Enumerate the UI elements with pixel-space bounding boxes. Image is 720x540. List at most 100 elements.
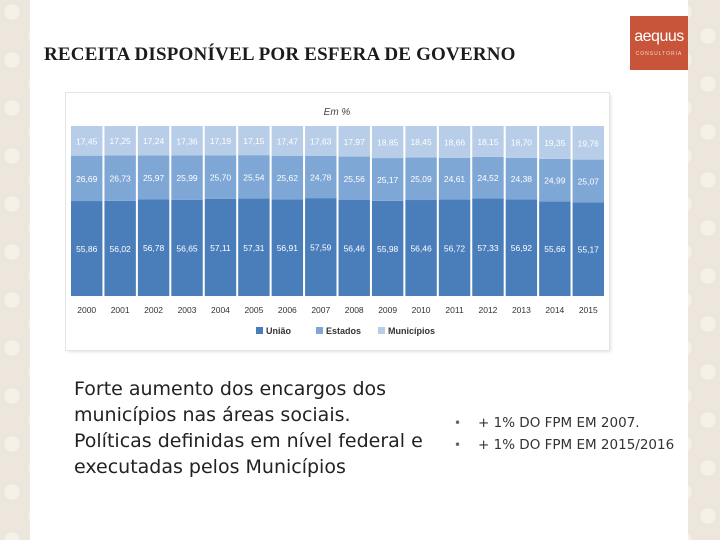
data-label: 17,36 xyxy=(176,136,198,146)
data-label: 24,99 xyxy=(544,176,566,186)
data-label: 55,17 xyxy=(578,245,600,255)
bar-união xyxy=(305,198,337,296)
bar-estados xyxy=(305,155,337,199)
x-tick-label: 2015 xyxy=(579,305,598,315)
bar-união xyxy=(204,198,237,296)
bar-municípios xyxy=(204,126,237,156)
bullet-item: • + 1% DO FPM EM 2007. xyxy=(454,412,694,434)
bar-estados xyxy=(505,157,538,200)
data-label: 56,72 xyxy=(444,243,466,253)
data-label: 57,59 xyxy=(310,243,332,253)
slide-title: RECEITA DISPONÍVEL POR ESFERA DE GOVERNO xyxy=(44,44,516,65)
data-label: 56,46 xyxy=(344,244,366,254)
bar-municípios xyxy=(371,126,404,159)
legend-swatch xyxy=(256,327,263,334)
stacked-bar-chart: Em % 55,86 26,69 17,45 56,02 26,73 17,25 56,78… xyxy=(71,107,604,336)
bar-união xyxy=(539,201,571,296)
bar-união xyxy=(472,198,504,296)
legend-label: Estados xyxy=(326,326,361,336)
bar-união xyxy=(371,200,404,296)
data-label: 25,07 xyxy=(578,176,600,186)
data-label: 25,17 xyxy=(377,175,399,185)
data-label: 19,35 xyxy=(544,138,566,148)
x-tick-label: 2007 xyxy=(311,305,330,315)
data-label: 24,38 xyxy=(511,174,533,184)
bar-municípios xyxy=(572,126,604,160)
logo-subtext: CONSULTORIA xyxy=(635,51,683,57)
bar-estados xyxy=(338,156,370,201)
data-label: 26,69 xyxy=(76,174,98,184)
x-tick-label: 2010 xyxy=(412,305,431,315)
bar-municípios xyxy=(238,126,270,156)
bar-municípios xyxy=(539,126,571,159)
data-label: 25,97 xyxy=(143,173,165,183)
chart-subtitle: Em % xyxy=(324,107,351,118)
data-label: 25,56 xyxy=(344,174,366,184)
data-label: 17,47 xyxy=(277,136,299,146)
x-tick-label: 2009 xyxy=(378,305,397,315)
x-tick-label: 2006 xyxy=(278,305,297,315)
x-ticks-group: 2000 2001 2002 2003 2004 2005 2006 2007 2008 2009… xyxy=(77,305,598,315)
x-tick-label: 2014 xyxy=(545,305,564,315)
data-label: 18,85 xyxy=(377,138,399,148)
bar-estados xyxy=(238,155,270,199)
x-tick-label: 2012 xyxy=(479,305,498,315)
data-label: 18,70 xyxy=(511,137,533,147)
bar-união xyxy=(572,202,604,296)
data-label: 57,11 xyxy=(210,243,231,253)
bar-municípios xyxy=(472,126,504,157)
bar-união xyxy=(271,199,304,296)
data-label: 17,24 xyxy=(143,136,165,146)
bullet-item: • + 1% DO FPM EM 2015/2016 xyxy=(454,434,694,456)
bar-municípios xyxy=(505,126,538,158)
bar-estados xyxy=(438,157,471,200)
bar-união xyxy=(405,200,437,296)
data-label: 17,19 xyxy=(210,136,232,146)
bar-municípios xyxy=(405,126,437,158)
data-label: 17,45 xyxy=(76,136,98,146)
bullet-icon: • xyxy=(454,416,462,430)
data-label: 19,76 xyxy=(578,138,600,148)
chart-container: Em % 55,86 26,69 17,45 56,02 26,73 17,25 56,78… xyxy=(66,93,609,350)
bar-municípios xyxy=(171,126,203,156)
x-tick-label: 2008 xyxy=(345,305,364,315)
data-label: 56,92 xyxy=(511,243,533,253)
x-tick-label: 2003 xyxy=(178,305,197,315)
bars-group: 55,86 26,69 17,45 56,02 26,73 17,25 56,78 25,97… xyxy=(71,126,604,296)
bar-união xyxy=(238,198,270,296)
data-label: 17,63 xyxy=(310,136,332,146)
bar-união xyxy=(338,200,370,296)
x-tick-label: 2004 xyxy=(211,305,230,315)
data-label: 18,66 xyxy=(444,137,466,147)
bullet-text: + 1% DO FPM EM 2015/2016 xyxy=(478,437,675,453)
data-label: 18,15 xyxy=(477,137,499,147)
data-label: 24,78 xyxy=(310,173,332,183)
bar-união xyxy=(137,199,170,296)
bar-estados xyxy=(204,155,237,199)
bar-estados xyxy=(371,158,404,201)
data-label: 26,73 xyxy=(110,174,132,184)
bar-união xyxy=(71,201,103,296)
data-label: 17,25 xyxy=(110,136,132,146)
data-label: 17,15 xyxy=(243,136,265,146)
x-tick-label: 2000 xyxy=(77,305,96,315)
bullet-icon: • xyxy=(454,438,462,452)
data-label: 56,02 xyxy=(110,244,132,254)
x-tick-label: 2013 xyxy=(512,305,531,315)
bar-estados xyxy=(472,156,504,199)
bar-municípios xyxy=(338,126,370,157)
data-label: 17,97 xyxy=(344,137,366,147)
bar-municípios xyxy=(271,126,304,156)
body-text: Forte aumento dos encargos dos município… xyxy=(74,378,423,478)
data-label: 25,99 xyxy=(176,173,198,183)
logo-text: aequus xyxy=(634,28,684,45)
legend-label: Municípios xyxy=(388,326,435,336)
data-label: 57,31 xyxy=(243,243,265,253)
bar-união xyxy=(505,199,538,296)
bar-municípios xyxy=(104,126,136,156)
legend-label: União xyxy=(266,326,292,336)
data-label: 56,65 xyxy=(176,243,198,253)
bar-estados xyxy=(405,157,437,201)
data-label: 24,52 xyxy=(477,173,499,183)
bar-estados xyxy=(137,155,170,200)
